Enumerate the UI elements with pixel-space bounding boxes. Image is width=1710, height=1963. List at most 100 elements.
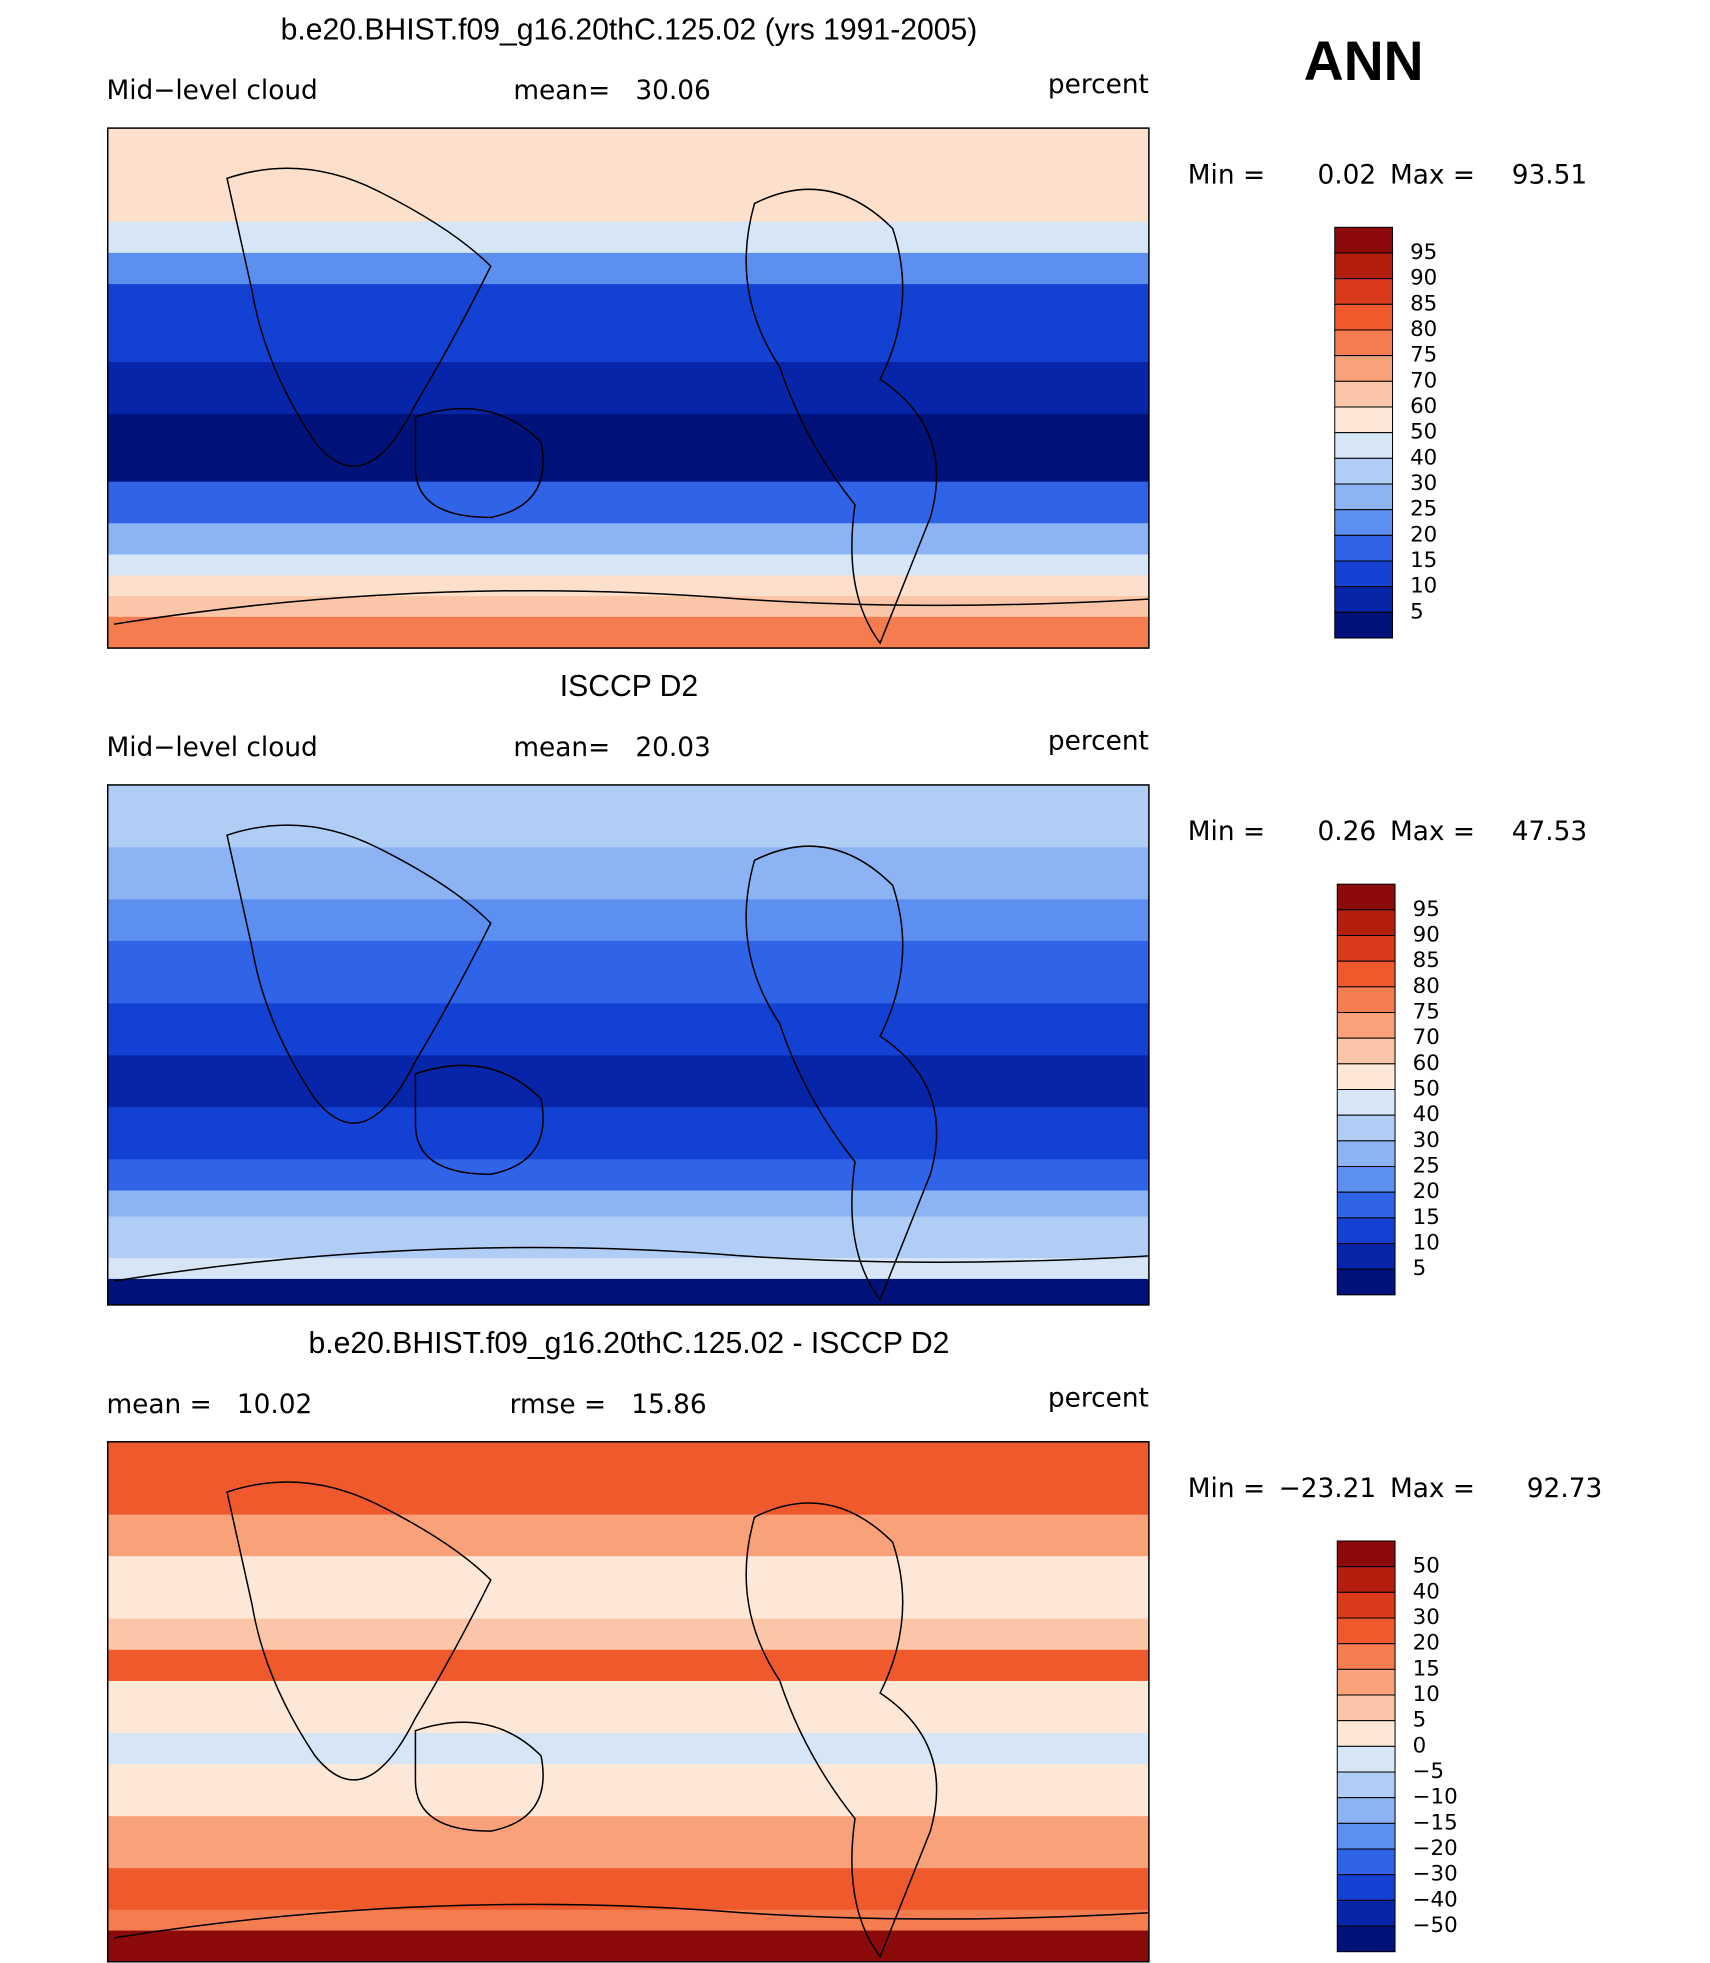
max-value: 93.51 — [1512, 160, 1587, 190]
map-shading — [107, 899, 1149, 942]
colorbar-label: 15 — [1410, 548, 1437, 573]
colorbar-box — [1336, 1540, 1396, 1568]
map-shading — [107, 575, 1149, 597]
colorbar-label: 30 — [1413, 1605, 1440, 1630]
coastline — [113, 1481, 1149, 1959]
colorbar-box — [1336, 1617, 1396, 1645]
map-shading — [107, 1514, 1149, 1557]
colorbar-box — [1334, 278, 1394, 305]
colorbar-label: 15 — [1413, 1656, 1440, 1681]
map-shading — [107, 1764, 1149, 1817]
colorbar-label: 50 — [1410, 420, 1437, 445]
min-label: Min = — [1188, 160, 1265, 190]
colorbar-label: 20 — [1413, 1179, 1440, 1204]
coastline — [113, 824, 1149, 1302]
colorbar-label: −50 — [1413, 1913, 1458, 1938]
colorbar-box — [1336, 1063, 1396, 1091]
colorbar-box — [1336, 1166, 1396, 1193]
colorbar-box — [1334, 534, 1394, 562]
colorbar-label: 25 — [1413, 1154, 1440, 1179]
min-label: Min = — [1188, 817, 1265, 847]
map-shading — [107, 1868, 1149, 1911]
colorbar-box — [1336, 1012, 1396, 1039]
colorbar-box — [1334, 509, 1394, 536]
map-shading — [107, 1441, 1149, 1516]
center-label: mean= 30.06 — [513, 76, 710, 106]
colorbar-box — [1336, 934, 1396, 962]
panel-title: b.e20.BHIST.f09_g16.20thC.125.02 (yrs 19… — [281, 13, 978, 46]
colorbar-label: 50 — [1413, 1077, 1440, 1102]
map-shading — [107, 1909, 1149, 1932]
panel-title: b.e20.BHIST.f09_g16.20thC.125.02 - ISCCP… — [309, 1327, 950, 1360]
colorbar-label: 5 — [1410, 599, 1424, 624]
left-label: Mid−level cloud — [106, 733, 317, 763]
colorbar-box — [1336, 1720, 1396, 1747]
colorbar-box — [1334, 483, 1394, 511]
colorbar-label: 80 — [1410, 317, 1437, 342]
colorbar-box — [1334, 380, 1394, 408]
max-label: Max = — [1390, 1474, 1475, 1504]
coastline — [113, 167, 1149, 645]
colorbar-box — [1336, 1140, 1396, 1168]
unit-label: percent — [1048, 70, 1149, 100]
colorbar-box — [1336, 1874, 1396, 1901]
map-shading — [107, 1278, 1149, 1306]
colorbar-label: 85 — [1413, 948, 1440, 973]
colorbar-label: 5 — [1413, 1256, 1427, 1281]
colorbar-box — [1336, 1243, 1396, 1270]
map-shading — [107, 554, 1149, 576]
colorbar-box — [1336, 1822, 1396, 1850]
colorbar-label: 75 — [1413, 1000, 1440, 1025]
map-shading — [107, 128, 1149, 223]
colorbar-label: −40 — [1413, 1887, 1458, 1912]
colorbar-label: 30 — [1413, 1128, 1440, 1153]
map-frame — [106, 127, 1150, 649]
left-label: mean = 10.02 — [106, 1390, 312, 1420]
map-shading — [107, 1556, 1149, 1620]
map-shading — [107, 1190, 1149, 1218]
map-shading — [107, 847, 1149, 900]
colorbar-label: −10 — [1413, 1785, 1458, 1810]
colorbar-box — [1334, 355, 1394, 382]
center-label: mean= 20.03 — [513, 733, 710, 763]
season-label: ANN — [1304, 30, 1424, 92]
map-shading — [107, 284, 1149, 363]
colorbar-box — [1334, 226, 1394, 254]
max-label: Max = — [1390, 817, 1475, 847]
center-label: rmse = 15.86 — [510, 1390, 707, 1420]
max-value: 92.73 — [1527, 1474, 1602, 1504]
colorbar-label: 20 — [1413, 1631, 1440, 1656]
colorbar-label: 60 — [1413, 1051, 1440, 1076]
map-shading — [107, 1159, 1149, 1192]
max-value: 47.53 — [1512, 817, 1587, 847]
map-shading — [107, 481, 1149, 524]
colorbar-label: 75 — [1410, 343, 1437, 368]
map-frame — [106, 1441, 1150, 1963]
map-shading — [107, 523, 1149, 556]
map-shading — [107, 1649, 1149, 1682]
colorbar-box — [1336, 960, 1396, 988]
colorbar-box — [1334, 406, 1394, 434]
colorbar-box — [1336, 1037, 1396, 1065]
min-value: 0.02 — [1318, 160, 1377, 190]
colorbar-box — [1334, 586, 1394, 613]
colorbar-box — [1336, 1925, 1396, 1953]
map-shading — [107, 1107, 1149, 1160]
map-shading — [107, 362, 1149, 415]
colorbar-box — [1336, 1797, 1396, 1824]
colorbar-label: 5 — [1413, 1708, 1427, 1733]
colorbar-label: 40 — [1413, 1579, 1440, 1604]
map-shading — [107, 1258, 1149, 1280]
colorbar-label: 90 — [1410, 266, 1437, 291]
map-frame — [106, 784, 1150, 1306]
colorbar-label: 70 — [1413, 1025, 1440, 1050]
colorbar-box — [1336, 1668, 1396, 1696]
colorbar-label: 40 — [1410, 445, 1437, 470]
colorbar-box — [1336, 1591, 1396, 1619]
map-shading — [107, 616, 1149, 649]
colorbar-label: 0 — [1413, 1733, 1427, 1758]
colorbar-box — [1336, 1191, 1396, 1219]
map-shading — [107, 940, 1149, 1004]
min-value: 0.26 — [1318, 817, 1377, 847]
colorbar-label: 50 — [1413, 1554, 1440, 1579]
